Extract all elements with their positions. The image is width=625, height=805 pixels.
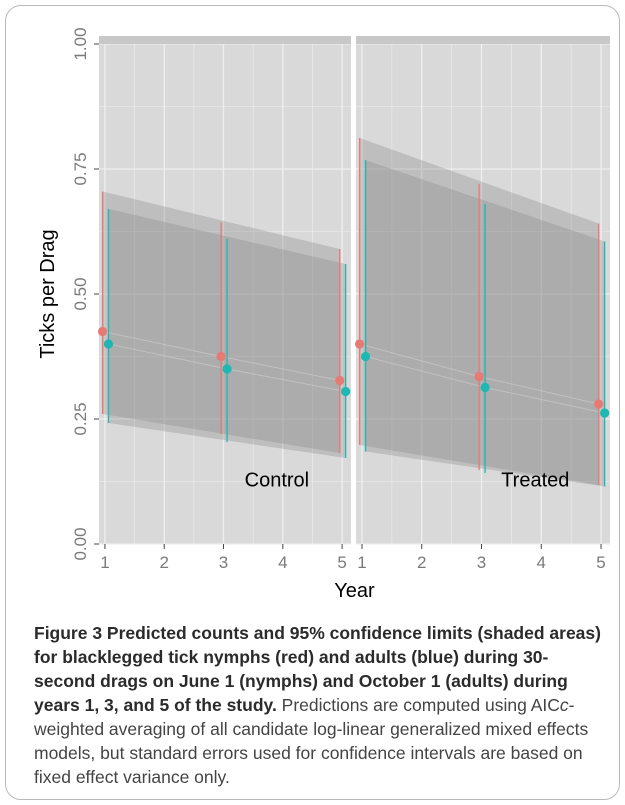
figure-frame: Ticks per Drag 0.00 0.25 0.50 0.75 1.00 Contro…	[5, 5, 620, 800]
data-point-nymphs	[474, 371, 484, 382]
x-tick-label: 4	[537, 553, 546, 572]
panel-control: Control 1 2 3 4 5	[97, 36, 351, 572]
y-tick-label: 0.50	[71, 277, 90, 310]
data-point-adults	[103, 339, 114, 349]
data-point-adults	[480, 382, 490, 393]
data-point-adults	[360, 351, 371, 362]
data-point-nymphs	[594, 399, 604, 409]
panel-strip	[99, 36, 351, 44]
panel-strip	[356, 36, 610, 44]
data-point-adults	[341, 386, 351, 397]
x-tick-label: 5	[596, 553, 605, 572]
panel-label: Control	[245, 470, 309, 492]
caption-body-2: -weighted averaging of all candidate log…	[34, 695, 589, 787]
caption-lead: Figure 3 Predicted counts and 95% confid…	[34, 623, 601, 715]
x-tick-label: 2	[417, 553, 426, 572]
caption-body-1: Predictions are computed using AIC	[276, 695, 560, 715]
x-axis-title: Year	[334, 580, 375, 602]
y-tick-label: 0.00	[71, 527, 90, 560]
x-tick-label: 1	[357, 553, 366, 572]
x-tick-label: 3	[477, 553, 486, 572]
x-tick-label: 5	[337, 553, 346, 572]
figure-caption: Figure 3 Predicted counts and 95% confid…	[34, 621, 609, 789]
faceted-chart: Ticks per Drag 0.00 0.25 0.50 0.75 1.00 Contro…	[37, 27, 610, 602]
data-point-adults	[222, 364, 232, 374]
data-point-nymphs	[216, 351, 226, 362]
y-tick-label: 0.25	[71, 402, 90, 435]
data-point-adults	[600, 408, 610, 418]
y-tick-label: 0.75	[71, 152, 90, 185]
data-point-nymphs	[354, 339, 365, 349]
data-point-nymphs	[335, 375, 345, 386]
data-point-nymphs	[97, 326, 108, 337]
y-tick-label: 1.00	[71, 27, 90, 60]
x-tick-label: 1	[100, 553, 109, 572]
y-axis-title: Ticks per Drag	[37, 229, 59, 358]
x-tick-label: 2	[159, 553, 168, 572]
panel-label: Treated	[501, 470, 569, 492]
x-tick-label: 4	[278, 553, 287, 572]
panel-treated: Treated 1 2 3 4 5	[354, 36, 610, 572]
caption-body-italic: c	[559, 695, 569, 715]
x-tick-label: 3	[219, 553, 228, 572]
